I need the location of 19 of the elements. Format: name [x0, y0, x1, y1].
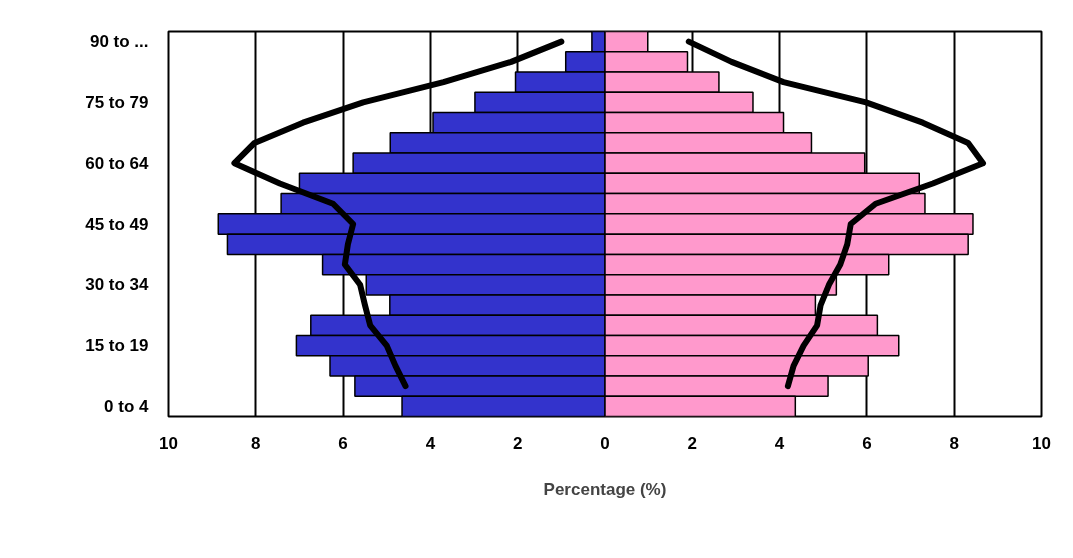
x-tick-label: 6 — [862, 433, 872, 453]
x-tick-label: 4 — [774, 433, 785, 453]
y-tick-label: 30 to 34 — [85, 275, 150, 295]
y-tick-label: 45 to 49 — [85, 214, 149, 234]
x-tick-label: 8 — [251, 433, 261, 453]
y-tick-label: 0 to 4 — [104, 396, 150, 416]
x-tick-label: 10 — [159, 433, 178, 453]
x-tick-label: 10 — [1032, 433, 1051, 453]
y-tick-label: 60 to 64 — [85, 153, 150, 173]
y-tick-label: 75 to 79 — [85, 92, 149, 112]
x-tick-label: 4 — [425, 433, 436, 453]
x-tick-label: 2 — [512, 433, 523, 453]
x-tick-label: 6 — [338, 433, 348, 453]
x-axis-title: Percentage (%) — [543, 479, 667, 499]
y-tick-label: 15 to 19 — [85, 336, 149, 356]
x-tick-label: 2 — [687, 433, 698, 453]
x-tick-label: 8 — [949, 433, 959, 453]
x-tick-label: 0 — [600, 433, 610, 453]
y-tick-label: 90 to ... — [89, 32, 149, 52]
